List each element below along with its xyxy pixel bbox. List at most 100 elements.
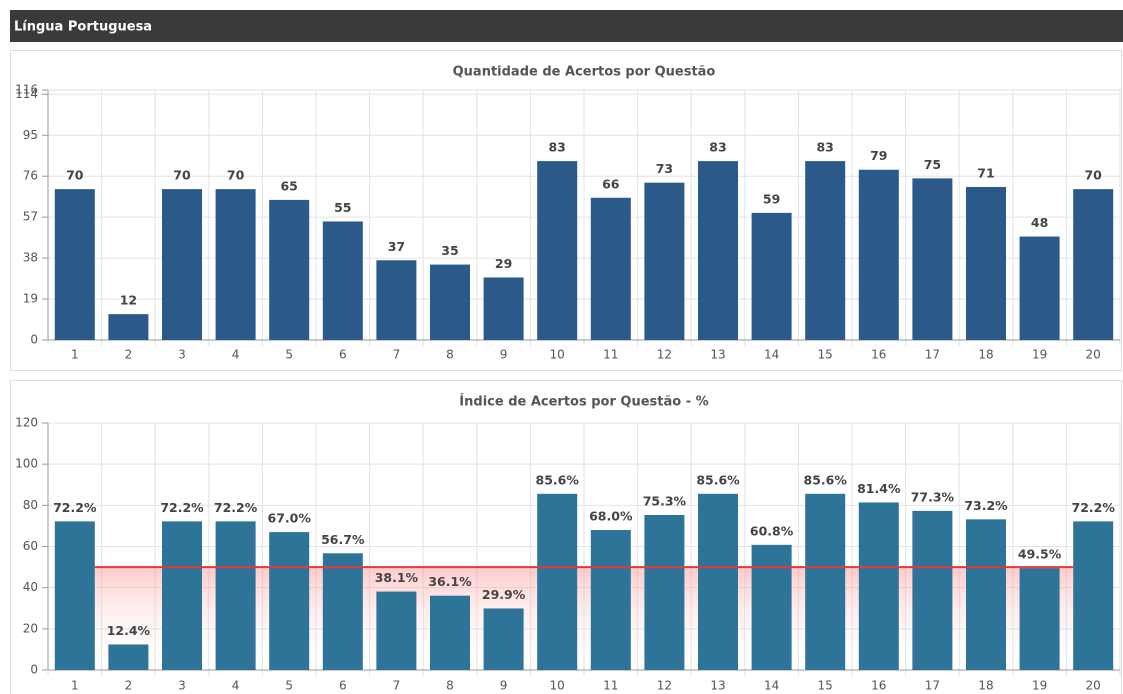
y-tick-label: 40 (23, 580, 38, 594)
data-label: 55 (334, 200, 351, 215)
bar (805, 493, 846, 670)
reference-band (94, 567, 1074, 670)
x-tick-label: 18 (978, 348, 993, 362)
bar (430, 264, 470, 340)
bar (966, 519, 1006, 670)
data-label: 77.3% (911, 489, 955, 504)
x-tick-label: 15 (818, 348, 833, 362)
y-tick-label: 80 (23, 498, 38, 512)
x-tick-label: 19 (1032, 679, 1047, 693)
bar (1019, 568, 1060, 670)
bar (162, 189, 202, 340)
x-tick-label: 13 (710, 679, 725, 693)
data-label: 81.4% (857, 481, 901, 496)
data-label: 36.1% (428, 574, 472, 589)
data-label: 35 (441, 243, 458, 258)
x-tick-label: 3 (178, 679, 186, 693)
data-label: 73.2% (964, 498, 1008, 513)
data-label: 73 (656, 161, 673, 176)
bar (322, 553, 363, 670)
x-tick-label: 6 (339, 679, 347, 693)
bar (698, 161, 738, 340)
y-tick-label: 0 (30, 333, 38, 347)
x-tick-label: 17 (925, 679, 940, 693)
data-label: 85.6% (804, 472, 848, 487)
x-tick-label: 2 (125, 348, 133, 362)
bar (912, 178, 953, 340)
bar (751, 212, 792, 340)
y-tick-label: 100 (15, 457, 38, 471)
bar (698, 493, 738, 670)
x-tick-label: 15 (818, 679, 833, 693)
x-tick-label: 2 (125, 679, 133, 693)
data-label: 60.8% (750, 523, 794, 538)
x-tick-label: 17 (925, 348, 940, 362)
chart-title: Quantidade de Acertos por Questão (453, 65, 716, 80)
bar (1019, 236, 1060, 340)
y-tick-label: 57 (23, 210, 38, 224)
bar (322, 221, 363, 340)
x-tick-label: 9 (500, 679, 508, 693)
data-label: 75 (924, 157, 941, 172)
data-label: 79 (870, 148, 887, 163)
data-label: 83 (548, 140, 565, 155)
y-tick-label: 0 (30, 663, 38, 677)
data-label: 68.0% (589, 509, 633, 524)
bar (162, 521, 202, 670)
bar (966, 186, 1006, 340)
x-tick-label: 8 (446, 679, 454, 693)
x-tick-label: 8 (446, 348, 454, 362)
data-label: 70 (227, 168, 245, 183)
data-label: 59 (763, 191, 780, 206)
x-tick-label: 10 (550, 679, 565, 693)
data-label: 71 (977, 165, 994, 180)
bar (590, 197, 631, 340)
y-tick-label: 95 (23, 128, 38, 142)
y-tick-label: 20 (23, 621, 38, 635)
x-tick-label: 16 (871, 348, 886, 362)
x-tick-label: 11 (603, 348, 618, 362)
x-tick-label: 1 (71, 348, 79, 362)
x-tick-label: 1 (71, 679, 79, 693)
x-tick-label: 3 (178, 348, 186, 362)
bar (430, 595, 470, 670)
x-tick-label: 7 (393, 348, 401, 362)
x-tick-label: 6 (339, 348, 347, 362)
x-tick-label: 16 (871, 679, 886, 693)
x-tick-label: 5 (285, 679, 293, 693)
data-label: 12 (120, 293, 137, 308)
x-tick-label: 11 (603, 679, 618, 693)
data-label: 83 (816, 140, 833, 155)
x-tick-label: 13 (710, 348, 725, 362)
bar (751, 544, 792, 670)
bar (54, 521, 95, 670)
data-label: 49.5% (1018, 547, 1062, 562)
bar (537, 161, 578, 340)
bar (858, 169, 899, 340)
bar (590, 530, 631, 670)
chart-title: Índice de Acertos por Questão - % (459, 394, 708, 410)
x-tick-label: 4 (232, 348, 240, 362)
data-label: 29 (495, 256, 512, 271)
x-tick-label: 14 (764, 679, 779, 693)
data-label: 85.6% (696, 472, 740, 487)
x-tick-label: 7 (393, 679, 401, 693)
bar (1073, 189, 1114, 340)
data-label: 75.3% (643, 494, 687, 509)
data-label: 70 (1084, 168, 1102, 183)
x-tick-label: 9 (500, 348, 508, 362)
bar (858, 502, 899, 670)
data-label: 67.0% (268, 511, 312, 526)
y-tick-label: 19 (23, 292, 38, 306)
x-tick-label: 12 (657, 679, 672, 693)
x-tick-label: 14 (764, 348, 779, 362)
data-label: 85.6% (536, 472, 580, 487)
bar (376, 591, 417, 670)
bar (108, 644, 149, 670)
y-tick-label: 114 (15, 87, 38, 101)
bar (269, 199, 310, 340)
y-tick-label: 76 (23, 169, 38, 183)
data-label: 65 (280, 178, 297, 193)
